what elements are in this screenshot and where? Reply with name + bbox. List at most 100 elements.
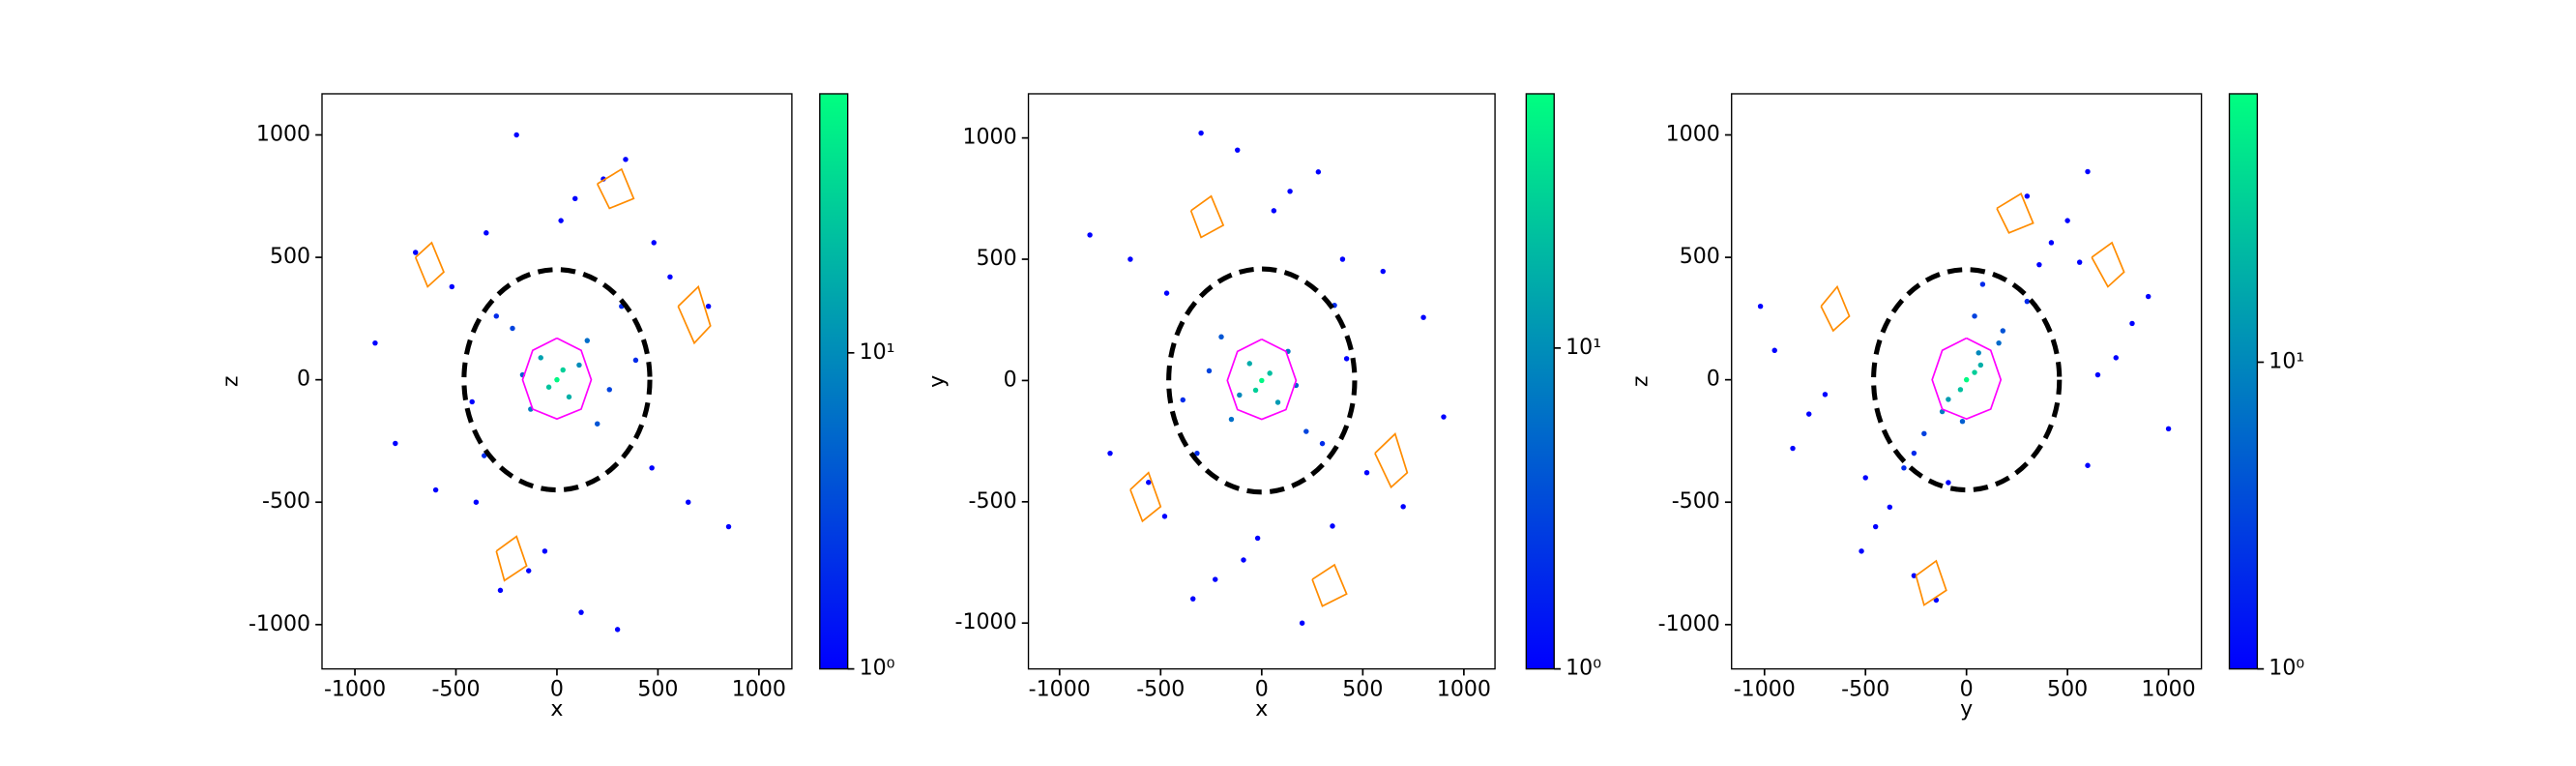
scatter-point [525,568,532,574]
y-tick-label: 0 [1707,368,1720,392]
scatter-point [1213,576,1218,582]
scatter-point [1303,428,1309,434]
scatter-point [2085,462,2091,468]
x-tick-label: -500 [1841,678,1889,702]
scatter-point [473,499,480,505]
y-tick-label: -500 [262,489,310,514]
y-tick-label: -500 [1672,489,1720,514]
contour [521,337,593,421]
y-tick-label: 500 [1680,245,1720,269]
scatter-point [1315,169,1322,175]
contour [1915,559,1947,606]
colorbar-tick-label: 10⁰ [1566,657,1601,681]
scatter-point [1901,465,1907,471]
y-tick-label: 1000 [256,123,310,147]
plot-area [1087,130,1447,626]
scatter-point [483,230,489,236]
scatter-point [1441,414,1447,420]
scatter-point [1976,350,1981,356]
scatter-point [1190,596,1196,602]
colorbar-tick-label: 10¹ [860,340,895,365]
scatter-point [2094,371,2101,378]
scatter-point [584,338,591,343]
scatter-point [572,195,578,202]
scatter-point [1339,256,1346,262]
colorbar-tick-label: 10⁰ [2269,657,2304,681]
scatter-point [469,398,475,405]
y-axis-label: y [925,375,950,388]
scatter-point [1252,387,1259,394]
scatter-point [2145,293,2152,300]
scatter-point [1330,523,1335,529]
contour [1931,337,2003,421]
contour [1226,339,1298,421]
scatter-point [1107,450,1113,457]
x-tick-label: -1000 [324,678,386,702]
scatter-point [513,132,519,138]
scatter-point [1420,314,1426,320]
scatter-point [1180,397,1186,403]
y-tick-label: -1000 [249,612,310,636]
x-tick-label: 0 [1255,678,1269,702]
scatter-point [651,240,657,246]
colorbar-tick-label: 10¹ [2269,349,2304,373]
scatter-point [1979,281,1986,287]
y-axis-label: z [220,376,244,388]
scatter-point [1862,475,1868,481]
y-tick-label: 500 [270,245,310,269]
scatter-point [432,486,439,493]
scatter-point [1235,147,1241,153]
scatter-point [1146,480,1152,486]
y-tick-label: -1000 [955,610,1017,634]
scatter-point [545,384,552,390]
scatter-point [1963,376,1970,383]
scatter-point [1790,445,1796,452]
y-tick-label: -1000 [1658,612,1720,636]
scatter-point [542,548,548,554]
scatter-point [2064,218,2070,223]
scatter-point [2113,355,2119,361]
scatter-point [2000,328,2005,334]
contour [1189,194,1225,239]
contour [677,284,712,345]
scatter-point [2036,261,2042,268]
scatter-point [1977,362,1984,368]
scatter-point [1194,450,1200,457]
scatter-point [1254,535,1261,542]
scatter-point [2048,240,2055,246]
scatter-point [1363,470,1370,476]
scatter-point [1274,399,1281,405]
scatter-point [1267,370,1273,376]
scatter-point [578,609,584,615]
scatter-point [1859,548,1864,554]
scatter-point [2024,298,2031,305]
scatter-point [1241,557,1246,563]
scatter-point [1946,397,1951,402]
x-tick-label: -500 [431,678,480,702]
colorbar-tick-label: 10¹ [1566,336,1601,360]
scatter-point [1343,356,1350,362]
scatter-point [393,440,398,447]
scatter-point [1921,430,1927,437]
scatter-point [1959,418,1966,425]
scatter-point [1757,303,1764,309]
contour [2091,241,2125,288]
x-tick-label: 0 [1960,678,1974,702]
scatter-point [2129,320,2135,327]
scatter-point [1206,368,1213,374]
scatter-point [1087,232,1093,238]
threshold-ellipse [461,267,653,493]
scatter-point [667,274,673,280]
scatter-point [1218,334,1224,339]
scatter-point [1911,573,1917,578]
x-tick-label: -500 [1136,678,1185,702]
scatter-point [554,376,560,383]
contour [1374,432,1409,489]
x-axis-label: x [550,697,563,722]
contour [495,535,528,582]
x-tick-label: 500 [1342,678,1383,702]
colorbar [2228,93,2259,670]
scatter-point [705,303,712,309]
scatter-point [560,367,566,373]
